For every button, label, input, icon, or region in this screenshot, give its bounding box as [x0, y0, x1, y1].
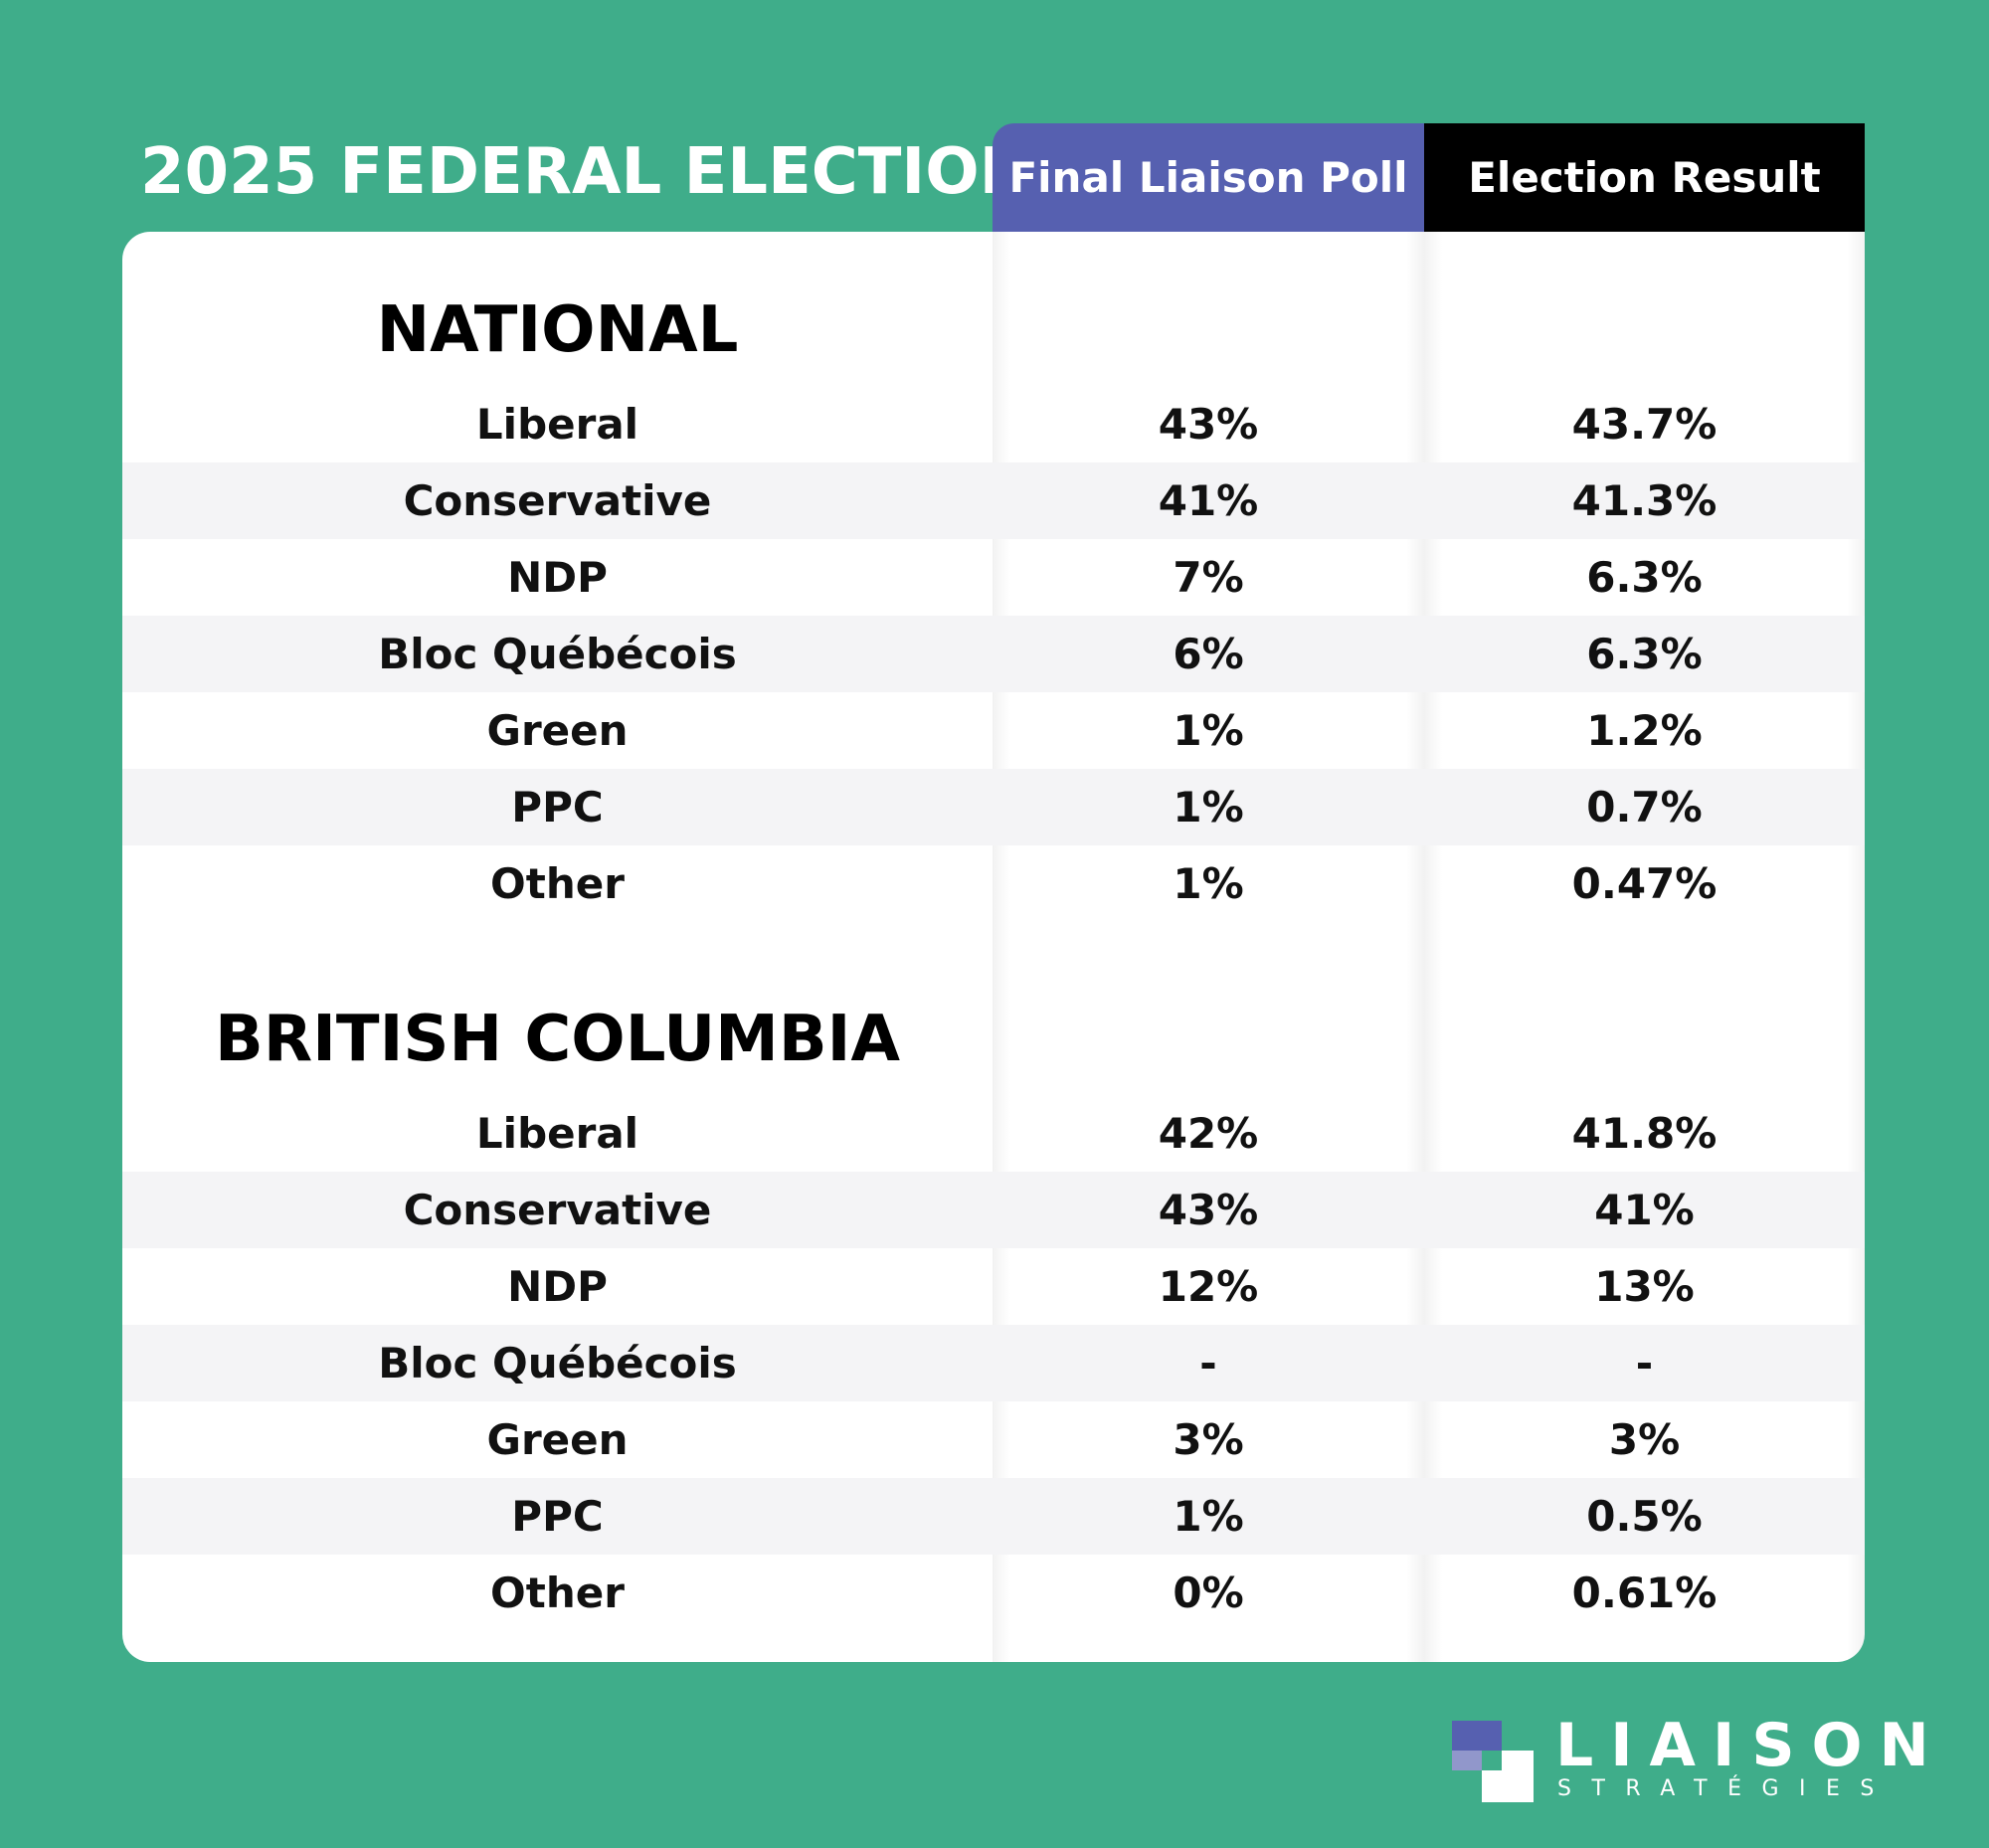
poll-value: 12%: [1158, 1262, 1259, 1311]
poll-value: 6%: [1173, 630, 1244, 678]
result-value: 0.61%: [1571, 1569, 1718, 1617]
party-name: Conservative: [403, 1186, 712, 1234]
poll-value: 0%: [1173, 1569, 1244, 1617]
table-row: Liberal 42% 41.8%: [122, 1095, 1865, 1172]
liaison-logo: LIAISON STRATÉGIES: [1452, 1711, 1929, 1803]
result-value: 41.3%: [1571, 476, 1718, 525]
table-row: Other 0% 0.61%: [122, 1555, 1865, 1631]
logo-wordmark: LIAISON: [1555, 1711, 1946, 1780]
party-name: Bloc Québécois: [378, 630, 737, 678]
table-row: Conservative 41% 41.3%: [122, 462, 1865, 539]
page-title: 2025 FEDERAL ELECTION: [140, 135, 1033, 209]
table-row: PPC 1% 0.7%: [122, 769, 1865, 845]
section-title-national: NATIONAL: [376, 293, 739, 367]
result-value: 6.3%: [1586, 630, 1703, 678]
poll-value: 1%: [1173, 706, 1244, 755]
poll-value: 1%: [1173, 859, 1244, 908]
result-value: 41.8%: [1571, 1109, 1718, 1158]
table-row: Bloc Québécois 6% 6.3%: [122, 616, 1865, 692]
table-row: Conservative 43% 41%: [122, 1172, 1865, 1248]
table-row: Green 1% 1.2%: [122, 692, 1865, 769]
party-name: Green: [486, 1415, 629, 1464]
table-row: Green 3% 3%: [122, 1401, 1865, 1478]
table-row: Bloc Québécois - -: [122, 1325, 1865, 1401]
poll-value: 3%: [1173, 1415, 1244, 1464]
result-value: -: [1635, 1339, 1654, 1387]
poll-value: 43%: [1158, 400, 1259, 449]
poll-value: -: [1199, 1339, 1217, 1387]
column-header-poll: Final Liaison Poll: [993, 123, 1424, 232]
party-name: PPC: [511, 783, 604, 832]
result-value: 13%: [1594, 1262, 1695, 1311]
party-name: Other: [490, 1569, 625, 1617]
poll-value: 42%: [1158, 1109, 1259, 1158]
table-row: PPC 1% 0.5%: [122, 1478, 1865, 1555]
results-card: NATIONAL Liberal 43% 43.7% Conservative …: [122, 232, 1865, 1662]
logo-subtitle: STRATÉGIES: [1557, 1776, 1895, 1801]
column-header-result: Election Result: [1424, 123, 1865, 232]
result-value: 6.3%: [1586, 553, 1703, 602]
party-name: Other: [490, 859, 625, 908]
party-name: NDP: [507, 553, 608, 602]
result-value: 43.7%: [1571, 400, 1718, 449]
party-name: Conservative: [403, 476, 712, 525]
result-value: 1.2%: [1586, 706, 1703, 755]
result-value: 0.7%: [1586, 783, 1703, 832]
result-value: 0.5%: [1586, 1492, 1703, 1541]
party-name: PPC: [511, 1492, 604, 1541]
table-row: NDP 12% 13%: [122, 1248, 1865, 1325]
party-name: NDP: [507, 1262, 608, 1311]
liaison-logo-mark-icon: [1452, 1721, 1534, 1802]
party-name: Bloc Québécois: [378, 1339, 737, 1387]
party-name: Liberal: [475, 400, 639, 449]
table-row: Other 1% 0.47%: [122, 845, 1865, 922]
table-row: Liberal 43% 43.7%: [122, 386, 1865, 462]
result-value: 41%: [1594, 1186, 1695, 1234]
poll-value: 1%: [1173, 783, 1244, 832]
poll-value: 7%: [1173, 553, 1244, 602]
section-title-british-columbia: BRITISH COLUMBIA: [215, 1003, 900, 1076]
party-name: Green: [486, 706, 629, 755]
poll-value: 1%: [1173, 1492, 1244, 1541]
poll-value: 41%: [1158, 476, 1259, 525]
poll-value: 43%: [1158, 1186, 1259, 1234]
party-name: Liberal: [475, 1109, 639, 1158]
table-row: NDP 7% 6.3%: [122, 539, 1865, 616]
result-value: 3%: [1608, 1415, 1681, 1464]
result-value: 0.47%: [1571, 859, 1718, 908]
